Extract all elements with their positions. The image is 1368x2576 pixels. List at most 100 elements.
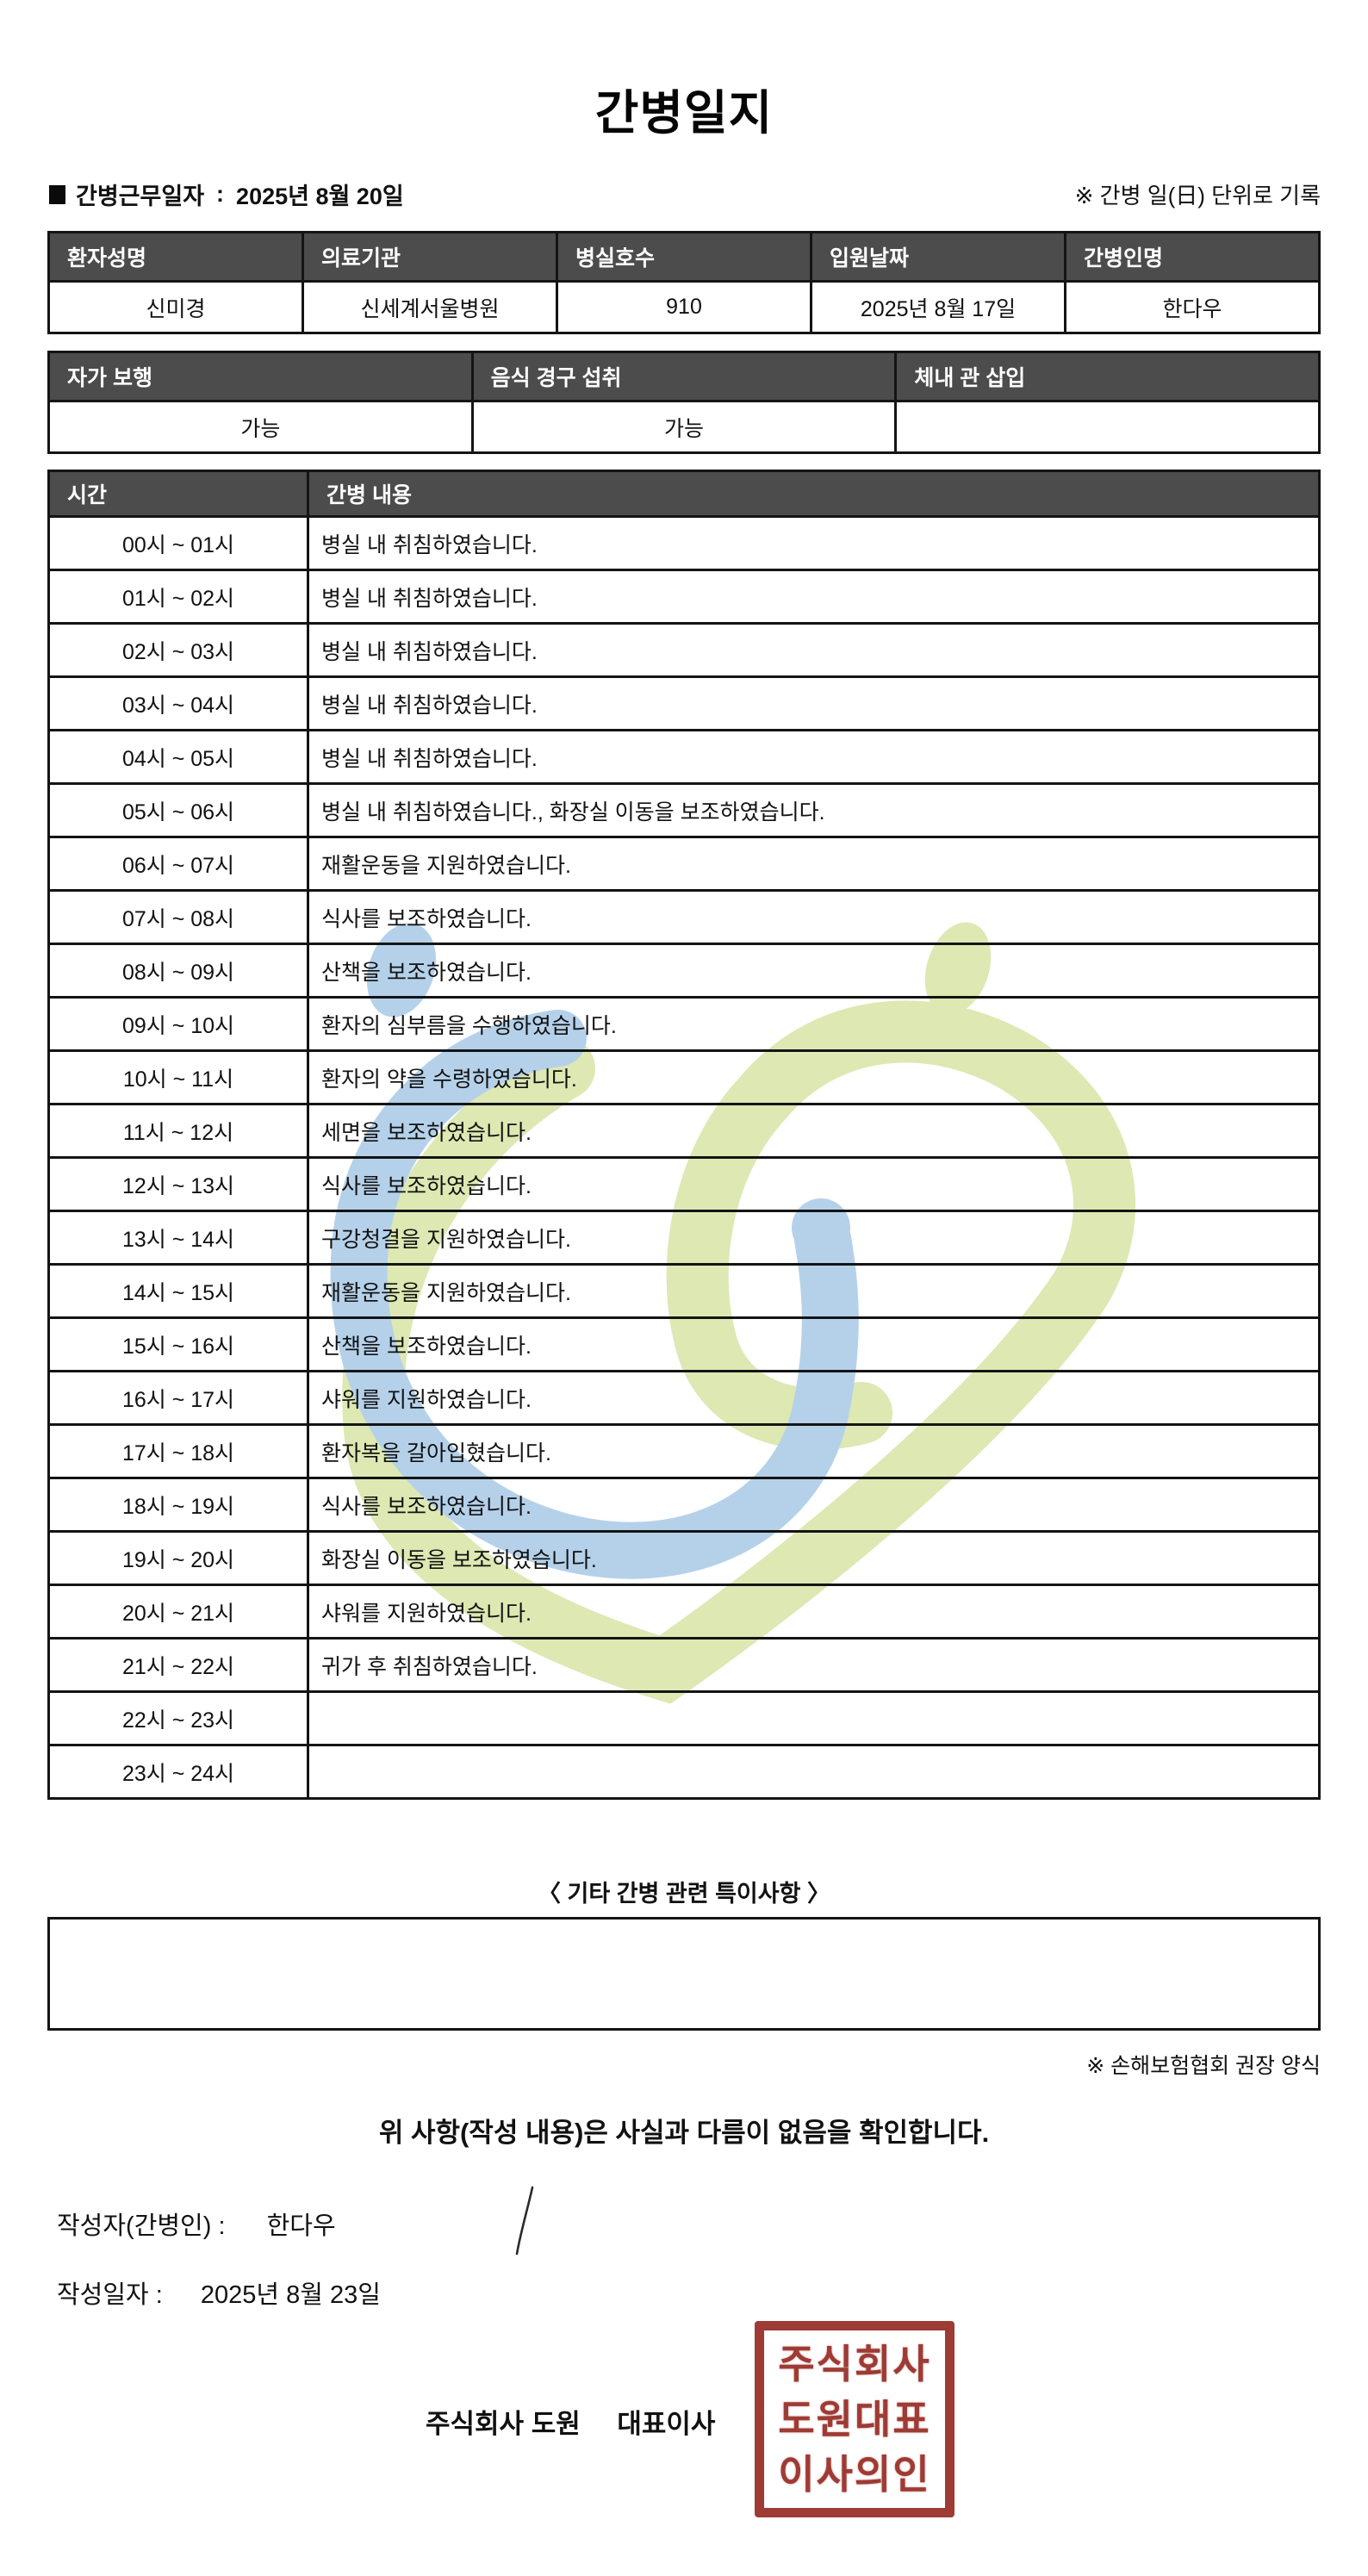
care-time-cell: 13시 ~ 14시: [47, 1210, 309, 1266]
care-content-cell: 환자의 심부름을 수행하였습니다.: [307, 996, 1321, 1052]
written-date-value: 2025년 8월 23일: [200, 2281, 381, 2309]
care-log-row: 02시 ~ 03시 병실 내 취침하였습니다.: [47, 622, 1321, 678]
care-content-cell: 병실 내 취침하였습니다.: [307, 622, 1321, 678]
care-content-cell: 식사를 보조하였습니다.: [307, 889, 1321, 945]
care-time-cell: 18시 ~ 19시: [47, 1477, 309, 1533]
header-time: 시간: [47, 470, 309, 518]
work-date-line: 간병근무일자 : 2025년 8월 20일: [49, 177, 404, 211]
care-time-cell: 07시 ~ 08시: [47, 889, 309, 945]
care-log-row: 08시 ~ 09시 산책을 보조하였습니다.: [47, 943, 1321, 999]
company-name: 주식회사 도원: [426, 2409, 581, 2439]
value-oral-intake: 가능: [470, 400, 898, 454]
confirmation-statement: 위 사항(작성 내용)은 사실과 다름이 없음을 확인합니다.: [378, 2118, 990, 2148]
care-log-row: 21시 ~ 22시 귀가 후 취침하였습니다.: [47, 1637, 1321, 1693]
form-note: ※ 손해보험협회 권장 양식: [1086, 2054, 1321, 2078]
care-content-cell: 산책을 보조하였습니다.: [307, 1316, 1321, 1372]
care-log-row: 14시 ~ 15시 재활운동을 지원하였습니다.: [47, 1263, 1321, 1319]
value-tube-insertion: [894, 400, 1321, 454]
care-content-cell: 식사를 보조하였습니다.: [307, 1477, 1321, 1533]
care-log-row: 03시 ~ 04시 병실 내 취침하였습니다.: [47, 675, 1321, 731]
care-time-cell: 12시 ~ 13시: [47, 1156, 309, 1212]
care-time-cell: 19시 ~ 20시: [47, 1530, 309, 1586]
care-time-cell: 05시 ~ 06시: [47, 782, 309, 838]
condition-value-row: 가능 가능: [47, 400, 1321, 454]
care-content-cell: [307, 1690, 1321, 1746]
care-content-cell: 식사를 보조하였습니다.: [307, 1156, 1321, 1212]
header-caregiver-name: 간병인명: [1064, 231, 1321, 283]
care-content-cell: 산책을 보조하였습니다.: [307, 943, 1321, 999]
care-time-cell: 11시 ~ 12시: [47, 1103, 309, 1159]
unit-note: ※ 간병 일(日) 단위로 기록: [1074, 183, 1321, 208]
header-self-walking: 자가 보행: [47, 351, 474, 402]
care-time-cell: 14시 ~ 15시: [47, 1263, 309, 1319]
patient-value-row: 신미경 신세계서울병원 910 2025년 8월 17일 한다우: [47, 280, 1321, 334]
header-tube-insertion: 체내 관 삽입: [894, 351, 1321, 402]
value-admission-date: 2025년 8월 17일: [810, 280, 1066, 334]
care-time-cell: 21시 ~ 22시: [47, 1637, 309, 1693]
care-time-cell: 17시 ~ 18시: [47, 1423, 309, 1479]
header-room-number: 병실호수: [556, 231, 812, 283]
care-content-cell: 환자복을 갈아입혔습니다.: [307, 1423, 1321, 1479]
care-log-row: 16시 ~ 17시 샤워를 지원하였습니다.: [47, 1370, 1321, 1426]
stamp-line: 도원대표: [778, 2397, 931, 2442]
care-content-cell: 병실 내 취침하였습니다.: [307, 515, 1321, 571]
care-content-cell: 귀가 후 취침하였습니다.: [307, 1637, 1321, 1693]
care-log-row: 15시 ~ 16시 산책을 보조하였습니다.: [47, 1316, 1321, 1372]
care-log-row: 18시 ~ 19시 식사를 보조하였습니다.: [47, 1477, 1321, 1533]
bullet-square-icon: [49, 184, 65, 204]
care-log-row: 12시 ~ 13시 식사를 보조하였습니다.: [47, 1156, 1321, 1212]
corporate-seal-stamp: 주식회사 도원대표 이사의인: [755, 2321, 954, 2517]
care-log-header-row: 시간 간병 내용: [47, 470, 1321, 518]
care-log-row: 04시 ~ 05시 병실 내 취침하였습니다.: [47, 729, 1321, 785]
care-log-row: 01시 ~ 02시 병실 내 취침하였습니다.: [47, 569, 1321, 625]
care-time-cell: 10시 ~ 11시: [47, 1049, 309, 1105]
care-content-cell: 병실 내 취침하였습니다., 화장실 이동을 보조하였습니다.: [307, 782, 1321, 838]
care-content-cell: 병실 내 취침하였습니다.: [307, 569, 1321, 625]
care-content-cell: 샤워를 지원하였습니다.: [307, 1584, 1321, 1640]
care-time-cell: 01시 ~ 02시: [47, 569, 309, 625]
header-patient-name: 환자성명: [47, 231, 304, 283]
care-time-cell: 00시 ~ 01시: [47, 515, 309, 571]
care-content-cell: 환자의 약을 수령하였습니다.: [307, 1049, 1321, 1105]
care-content-cell: 병실 내 취침하였습니다.: [307, 729, 1321, 785]
signature-stroke: [515, 2186, 534, 2256]
care-time-cell: 20시 ~ 21시: [47, 1584, 309, 1640]
value-medical-institution: 신세계서울병원: [302, 280, 558, 334]
care-time-cell: 03시 ~ 04시: [47, 675, 309, 731]
care-log-table: 시간 간병 내용 00시 ~ 01시 병실 내 취침하였습니다. 01시 ~ 02…: [47, 470, 1321, 1800]
patient-header-row: 환자성명 의료기관 병실호수 입원날짜 간병인명: [47, 231, 1321, 283]
care-log-row: 23시 ~ 24시: [47, 1744, 1321, 1800]
care-log-row: 13시 ~ 14시 구강청결을 지원하였습니다.: [47, 1210, 1321, 1266]
care-content-cell: 샤워를 지원하였습니다.: [307, 1370, 1321, 1426]
care-log-row: 22시 ~ 23시: [47, 1690, 1321, 1746]
stamp-line: 이사의인: [778, 2452, 931, 2497]
condition-header-row: 자가 보행 음식 경구 섭취 체내 관 삽입: [47, 351, 1321, 402]
care-time-cell: 16시 ~ 17시: [47, 1370, 309, 1426]
care-content-cell: [307, 1744, 1321, 1800]
care-content-cell: 세면을 보조하였습니다.: [307, 1103, 1321, 1159]
care-time-cell: 09시 ~ 10시: [47, 996, 309, 1052]
work-date-value: 2025년 8월 20일: [236, 184, 404, 209]
work-date-label: 간병근무일자: [76, 184, 205, 209]
header-oral-intake: 음식 경구 섭취: [470, 351, 898, 402]
care-content-cell: 병실 내 취침하였습니다.: [307, 675, 1321, 731]
company-line: 주식회사 도원 대표이사: [426, 2402, 715, 2441]
care-time-cell: 08시 ~ 09시: [47, 943, 309, 999]
header-care-content: 간병 내용: [307, 470, 1321, 518]
care-log-row: 19시 ~ 20시 화장실 이동을 보조하였습니다.: [47, 1530, 1321, 1586]
care-log-row: 17시 ~ 18시 환자복을 갈아입혔습니다.: [47, 1423, 1321, 1479]
care-content-cell: 구강청결을 지원하였습니다.: [307, 1210, 1321, 1266]
care-time-cell: 04시 ~ 05시: [47, 729, 309, 785]
written-date-label: 작성일자 :: [57, 2281, 163, 2309]
care-time-cell: 06시 ~ 07시: [47, 836, 309, 892]
writer-line: 작성자(간병인) : 한다우: [57, 2206, 336, 2242]
written-date-line: 작성일자 : 2025년 8월 23일: [57, 2274, 381, 2311]
value-self-walking: 가능: [47, 400, 474, 454]
care-log-row: 10시 ~ 11시 환자의 약을 수령하였습니다.: [47, 1049, 1321, 1105]
company-title: 대표이사: [617, 2409, 716, 2439]
patient-info-table: 환자성명 의료기관 병실호수 입원날짜 간병인명 신미경 신세계서울병원 910…: [47, 231, 1321, 334]
care-time-cell: 23시 ~ 24시: [47, 1744, 309, 1800]
writer-name: 한다우: [266, 2212, 336, 2240]
value-caregiver-name: 한다우: [1064, 280, 1321, 334]
care-log-row: 20시 ~ 21시 샤워를 지원하였습니다.: [47, 1584, 1321, 1640]
